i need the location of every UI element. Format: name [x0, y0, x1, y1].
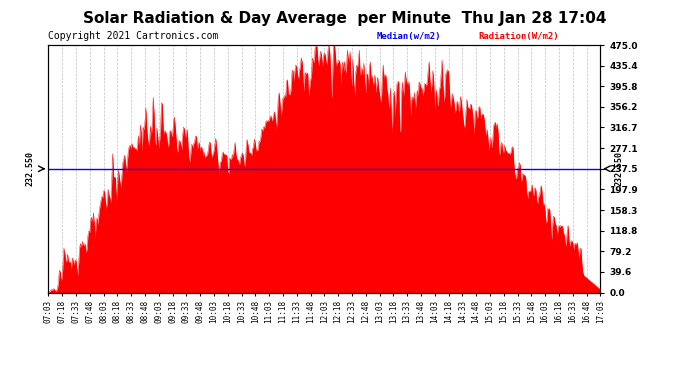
- Text: 232.550: 232.550: [614, 151, 623, 186]
- Text: 232.550: 232.550: [26, 151, 34, 186]
- Text: Median(w/m2): Median(w/m2): [377, 32, 441, 41]
- Text: Radiation(W/m2): Radiation(W/m2): [479, 32, 560, 41]
- Text: Copyright 2021 Cartronics.com: Copyright 2021 Cartronics.com: [48, 31, 219, 41]
- Text: Solar Radiation & Day Average  per Minute  Thu Jan 28 17:04: Solar Radiation & Day Average per Minute…: [83, 11, 607, 26]
